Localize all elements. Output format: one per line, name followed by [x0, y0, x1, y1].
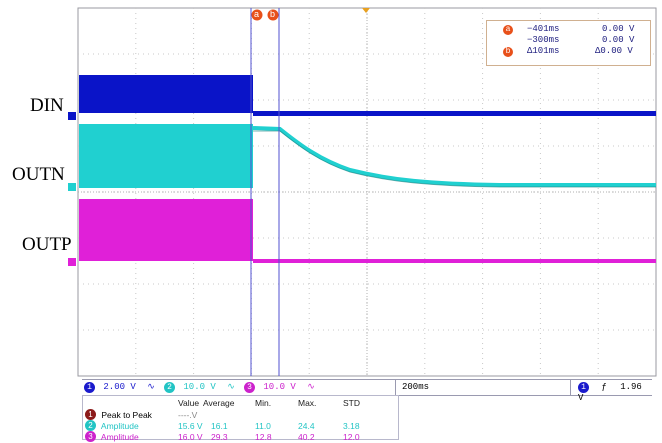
ch3-scale: 10.0 V	[263, 382, 296, 392]
cursor-delta-volt: Δ0.00 V	[595, 46, 633, 56]
meas-row-2-value: 15.6 V	[178, 421, 203, 431]
ch1-ground-marker	[68, 112, 76, 120]
trigger-slope-icon: ƒ	[601, 382, 607, 392]
outn-decay-noise	[253, 130, 656, 188]
din-low-trace	[253, 111, 656, 116]
meas-row-1-value: ----.V	[178, 410, 198, 420]
outp-switching-burst	[79, 199, 253, 261]
ch2-badge: 2	[164, 382, 175, 393]
ch3-ground-marker	[68, 258, 76, 266]
din-high-burst	[79, 75, 253, 113]
cursor-delta-time: Δ101ms	[527, 46, 560, 56]
ch1-scale: 2.00 V	[103, 382, 136, 392]
measurements-panel: Value Average Min. Max. STD 1 Peak to Pe…	[82, 395, 399, 443]
trigger-source-badge: 1	[578, 382, 589, 393]
ch1-badge: 1	[84, 382, 95, 393]
meas-row-3-badge: 3	[85, 431, 96, 442]
meas-row-2-badge: 2	[85, 420, 96, 431]
trigger-position-marker	[362, 8, 370, 13]
ch3-bandwidth-icon: ∿	[307, 382, 315, 392]
ch2-bandwidth-icon: ∿	[227, 382, 235, 392]
outn-decay-trace	[252, 126, 656, 187]
cursor-b-badge: b	[503, 47, 513, 57]
bar-divider-2	[570, 380, 571, 395]
trigger-level: 1.96 V	[578, 382, 642, 403]
cursor-a-tag-label: a	[254, 9, 260, 19]
ch1-bandwidth-icon: ∿	[147, 382, 155, 392]
cursor-b-tag-label: b	[270, 9, 276, 19]
meas-row-2-name: Amplitude	[100, 421, 139, 431]
meas-row-3-value: 16.0 V	[178, 432, 203, 442]
cursor-b-tag[interactable]	[267, 9, 279, 21]
timebase-chip[interactable]: 200ms	[402, 382, 429, 393]
ch1-scale-chip[interactable]: 1 2.00 V ∿	[84, 382, 155, 393]
meas-row-1-name: Peak to Peak	[101, 410, 152, 420]
ch2-scale-chip[interactable]: 2 10.0 V ∿	[164, 382, 235, 393]
meas-row-3-std: 12.0	[343, 432, 360, 442]
meas-row[interactable]: 1 Peak to Peak ----.V	[85, 409, 395, 421]
meas-row-1-badge: 1	[85, 409, 96, 420]
meas-row-2-average: 16.1	[211, 421, 228, 431]
cursor-a-volt: 0.00 V	[602, 24, 635, 34]
ch3-badge: 3	[244, 382, 255, 393]
outp-label: OUTP	[22, 234, 72, 255]
ch2-ground-marker	[68, 183, 76, 191]
meas-header-average: Average	[203, 398, 235, 408]
meas-row-3-max: 40.2	[298, 432, 315, 442]
ch3-scale-chip[interactable]: 3 10.0 V ∿	[244, 382, 315, 393]
ch2-scale: 10.0 V	[183, 382, 216, 392]
outn-label: OUTN	[12, 164, 65, 185]
channel-status-bar: 1 2.00 V ∿ 2 10.0 V ∿ 3 10.0 V ∿ 200ms 1…	[82, 379, 652, 403]
graticule-grid	[78, 8, 656, 376]
meas-row-3-name: Amplitude	[100, 432, 139, 442]
meas-row[interactable]: 2 Amplitude 15.6 V 16.1 11.0 24.4 3.18	[85, 420, 395, 432]
din-label: DIN	[30, 95, 64, 116]
outp-low-trace	[253, 259, 656, 263]
meas-header-min: Min.	[255, 398, 272, 408]
cursor-a-badge: a	[503, 25, 513, 35]
meas-row-2-max: 24.4	[298, 421, 315, 431]
meas-header-value: Value	[178, 398, 200, 408]
trigger-chip[interactable]: 1 ƒ 1.96 V	[578, 382, 652, 403]
cursor-a-tag[interactable]	[251, 9, 263, 21]
meas-header-max: Max.	[298, 398, 317, 408]
meas-row[interactable]: 3 Amplitude 16.0 V 29.3 12.8 40.2 12.0	[85, 431, 395, 443]
outn-switching-burst	[79, 124, 253, 188]
meas-row-2-std: 3.18	[343, 421, 360, 431]
cursor-a-time: −401ms	[527, 24, 560, 34]
bar-divider	[395, 380, 396, 395]
cursor-readout-panel: a −401ms 0.00 V −300ms 0.00 V b Δ101ms Δ…	[486, 20, 651, 66]
meas-row-2-min: 11.0	[255, 421, 271, 431]
cursor-b-time: −300ms	[527, 35, 560, 45]
meas-row-3-min: 12.8	[255, 432, 272, 442]
meas-header-std: STD	[343, 398, 360, 408]
cursor-b-volt: 0.00 V	[602, 35, 635, 45]
timebase-value: 200ms	[402, 382, 430, 392]
meas-row-3-average: 29.3	[211, 432, 228, 442]
